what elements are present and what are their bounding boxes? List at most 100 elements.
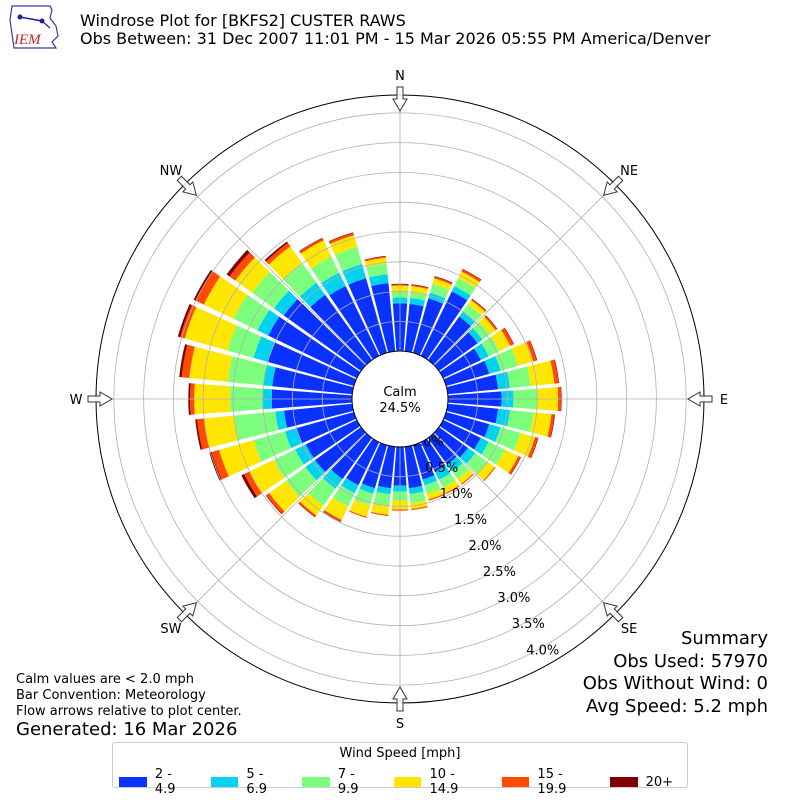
wedge-40-bin-3 (467, 300, 486, 316)
wedge-230-bin-1 (305, 460, 326, 481)
wedge-210-bin-4 (323, 509, 342, 522)
wedge-50-bin-1 (468, 328, 483, 344)
flow-arrow-E (687, 391, 713, 407)
chart-subtitle: Obs Between: 31 Dec 2007 11:01 PM - 15 M… (80, 29, 711, 48)
wedge-210-bin-0 (346, 438, 380, 486)
wedge-50-bin-2 (472, 321, 490, 340)
wedge-340-bin-3 (330, 235, 358, 255)
wedge-250-bin-4 (211, 449, 229, 480)
spoke-315 (184, 183, 367, 366)
wedge-10-bin-5 (411, 284, 429, 288)
wedge-110-bin-1 (484, 424, 501, 443)
wedge-260-bin-0 (284, 403, 354, 428)
wedge-20-bin-5 (434, 275, 453, 284)
wedge-310-bin-1 (273, 290, 298, 316)
wedge-310-bin-4 (229, 252, 255, 281)
wedge-200-bin-1 (359, 483, 375, 494)
wedge-100-bin-4 (547, 414, 555, 438)
wedge-320-bin-0 (310, 294, 372, 365)
legend-swatch-4 (501, 777, 530, 787)
calm-value: 24.5% (379, 401, 420, 416)
summary-title: Summary (681, 628, 768, 649)
wedge-70-bin-4 (526, 340, 537, 362)
legend-label-2: 7 - 9.9 (337, 767, 359, 797)
radial-tick-label-4: 2.0% (468, 539, 501, 554)
flow-arrow-NE (602, 175, 624, 197)
wedge-20-bin-2 (429, 284, 450, 299)
wedge-70-bin-1 (484, 355, 501, 374)
flow-arrow-SW (176, 601, 198, 623)
direction-label-E: E (720, 393, 728, 408)
legend-item-0: 2 - 4.9 (119, 767, 197, 797)
wedge-140-bin-2 (452, 463, 469, 480)
legend-swatch-0 (119, 777, 147, 787)
wedge-40-bin-0 (428, 316, 471, 365)
wedge-100-bin-5 (550, 414, 555, 438)
wedge-30-bin-2 (454, 277, 476, 296)
wedge-310-bin-2 (252, 271, 289, 309)
legend-item-1: 5 - 6.9 (210, 767, 289, 797)
wedge-260-bin-1 (275, 410, 288, 430)
wedge-290-bin-2 (227, 325, 262, 358)
wedge-110-bin-5 (530, 437, 539, 459)
bar-convention-note: Bar Convention: Meteorology (16, 688, 206, 703)
wedge-320-bin-4 (265, 243, 291, 265)
flow-arrow-SE (602, 601, 624, 623)
wedge-130-bin-2 (466, 453, 488, 475)
wedge-40-bin-1 (459, 311, 476, 327)
wedge-80-bin-4 (550, 359, 559, 384)
wedge-150-bin-3 (442, 480, 459, 494)
wedge-310-bin-5 (226, 249, 250, 277)
legend-title: Wind Speed [mph] (339, 746, 461, 761)
wedge-340-bin-1 (342, 263, 367, 285)
wedge-200-bin-0 (361, 442, 388, 489)
wedge-350-bin-0 (371, 283, 396, 353)
wedge-160-bin-0 (412, 442, 435, 480)
radial-tick-label-5: 2.5% (483, 565, 516, 580)
wedge-10-bin-0 (404, 303, 424, 353)
wedge-60-bin-5 (504, 327, 515, 345)
wedge-320-bin-1 (299, 282, 326, 308)
wedge-30-bin-0 (420, 291, 468, 360)
wedge-30-bin-4 (461, 269, 482, 283)
wedge-120-bin-5 (510, 456, 522, 475)
legend-item-4: 15 - 19.9 (501, 767, 596, 797)
spoke-225 (184, 432, 367, 615)
spoke-45 (433, 183, 616, 366)
flow-arrow-W (87, 391, 113, 407)
wedge-280-bin-5 (179, 344, 188, 378)
notes-block: Calm values are < 2.0 mph Bar Convention… (16, 672, 242, 720)
wedge-240-bin-4 (244, 471, 262, 497)
radial-tick-label-1: 0.5% (425, 461, 458, 476)
wedge-240-bin-2 (273, 449, 304, 479)
avg-speed: Avg Speed: 5.2 mph (586, 695, 768, 717)
wedge-290-bin-0 (267, 342, 357, 387)
legend-label-1: 5 - 6.9 (246, 767, 268, 797)
calm-circle (351, 350, 449, 448)
legend-label-0: 2 - 4.9 (154, 767, 176, 797)
wedge-170-bin-0 (404, 445, 423, 489)
wedge-130-bin-0 (434, 427, 468, 458)
wedge-170-bin-4 (410, 506, 428, 511)
wedge-300-bin-0 (268, 316, 361, 379)
wedge-300-bin-4 (195, 271, 221, 305)
wedge-260-bin-2 (233, 411, 279, 441)
wedge-160-bin-3 (426, 488, 444, 500)
wedge-130-bin-3 (476, 461, 495, 481)
wedge-120-bin-3 (496, 449, 519, 474)
wedge-100-bin-2 (507, 409, 534, 433)
wedge-130-bin-4 (483, 466, 496, 482)
radial-tick-labels: 0.0%0.5%1.0%1.5%2.0%2.5%3.0%3.5%4.0% (411, 435, 559, 658)
direction-labels: N NE E SE S SW W NW (70, 69, 729, 732)
direction-label-SW: SW (160, 622, 181, 637)
wedge-60-bin-1 (474, 343, 489, 361)
wedge-60-bin-2 (481, 336, 500, 357)
wedge-120-bin-1 (474, 437, 489, 455)
wedge-320-bin-5 (264, 241, 288, 262)
wedge-210-bin-2 (332, 485, 355, 507)
wedge-150-bin-2 (438, 473, 456, 488)
wedge-240-bin-1 (295, 444, 314, 465)
wedge-130-bin-1 (459, 447, 476, 464)
wedge-330-bin-5 (299, 237, 323, 252)
